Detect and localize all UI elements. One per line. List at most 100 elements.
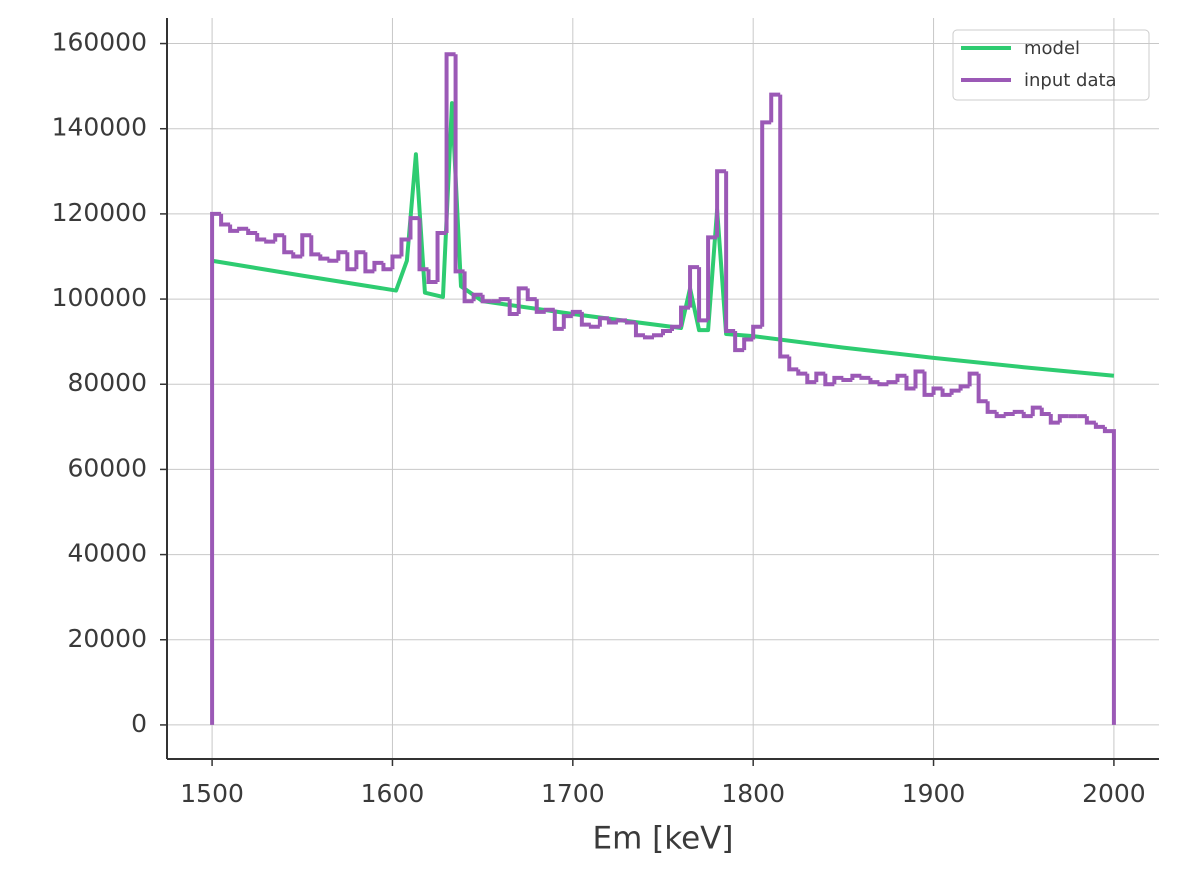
histogram-step	[868, 377, 880, 385]
histogram-step	[597, 316, 609, 327]
histogram-step	[1003, 412, 1015, 417]
y-tick-label: 0	[131, 709, 147, 738]
histogram-step	[778, 94, 790, 359]
histogram-step	[579, 311, 591, 327]
histogram-step	[219, 213, 231, 227]
histogram-step	[697, 267, 709, 323]
histogram-step	[913, 369, 925, 389]
histogram-step	[931, 386, 943, 395]
histogram-step	[480, 294, 492, 304]
histogram-step	[1039, 407, 1051, 417]
y-tick-label: 20000	[67, 624, 147, 653]
histogram-step	[336, 250, 348, 261]
histogram-step	[823, 373, 835, 387]
histogram-step	[507, 299, 519, 316]
histogram-step	[300, 233, 312, 257]
histogram-step	[624, 320, 636, 325]
histogram-step	[417, 218, 429, 272]
histogram-step	[1102, 426, 1116, 725]
x-tick-label: 1800	[721, 779, 785, 808]
histogram-step	[1012, 409, 1024, 415]
histogram-step	[832, 375, 844, 385]
legend-label: input data	[1024, 70, 1117, 91]
histogram-step	[408, 216, 420, 240]
histogram-step	[633, 322, 645, 338]
y-tick-label: 60000	[67, 453, 147, 482]
histogram-step	[661, 329, 673, 336]
x-tick-label: 1600	[361, 779, 425, 808]
histogram-step	[525, 288, 537, 302]
histogram-step	[967, 371, 979, 387]
histogram-step	[363, 252, 375, 274]
histogram-step	[471, 292, 483, 302]
histogram-step	[588, 324, 600, 329]
histogram-step	[381, 262, 393, 272]
histogram-step	[1093, 422, 1105, 429]
histogram-step	[246, 228, 258, 236]
x-tick-label: 1700	[541, 779, 605, 808]
histogram-step	[994, 411, 1006, 419]
histogram-step	[453, 54, 465, 274]
histogram-step	[976, 373, 988, 404]
y-tick-label: 80000	[67, 368, 147, 397]
histogram-step	[561, 314, 573, 329]
histogram-step	[733, 331, 745, 353]
histogram-step	[273, 233, 285, 242]
y-tick-label: 40000	[67, 539, 147, 568]
y-tick-label: 140000	[52, 113, 147, 142]
histogram-step	[769, 92, 781, 123]
legend-label: model	[1024, 38, 1080, 59]
histogram-step	[1048, 414, 1060, 425]
histogram-step	[606, 318, 618, 325]
histogram-step	[688, 265, 700, 308]
histogram-step	[570, 309, 582, 317]
y-tick-label: 160000	[52, 28, 147, 57]
histogram-step	[724, 171, 736, 334]
x-tick-label: 1900	[902, 779, 966, 808]
histogram-step	[498, 297, 510, 302]
histogram-step	[516, 286, 528, 314]
histogram-step	[787, 356, 799, 372]
histogram-step	[715, 169, 727, 238]
histogram-step	[940, 388, 952, 397]
histogram-step	[255, 233, 267, 242]
histogram-step	[805, 373, 817, 385]
x-axis-label: Em [keV]	[593, 821, 734, 857]
histogram-step	[706, 235, 718, 321]
histogram-step	[841, 377, 853, 382]
histogram-step	[426, 269, 438, 285]
histogram-step	[1084, 416, 1096, 425]
histogram-step	[742, 337, 754, 351]
histogram-step	[462, 271, 474, 304]
histogram-step	[264, 239, 276, 244]
histogram-step	[309, 235, 321, 257]
histogram-step	[291, 252, 303, 259]
histogram-step	[985, 401, 997, 414]
histogram-step	[552, 309, 564, 331]
histogram-step	[318, 254, 330, 261]
histogram-step	[327, 258, 339, 263]
histogram-step	[543, 307, 555, 312]
histogram-step	[814, 371, 826, 383]
histogram-step	[615, 318, 627, 323]
histogram-step	[282, 235, 294, 255]
histogram-step	[1057, 414, 1069, 423]
histogram-step	[1021, 411, 1033, 419]
histogram-step	[949, 388, 961, 395]
histogram-step	[877, 382, 889, 387]
histogram-step	[679, 305, 691, 327]
x-tick-label: 2000	[1082, 779, 1146, 808]
histogram-step	[237, 226, 249, 231]
histogram-step	[228, 224, 240, 233]
y-tick-label: 100000	[52, 283, 147, 312]
histogram-step	[390, 254, 402, 270]
histogram-step	[670, 324, 682, 332]
x-tick-label: 1500	[180, 779, 244, 808]
histogram-step	[859, 375, 871, 380]
histogram-step	[850, 373, 862, 380]
histogram-step	[372, 260, 384, 272]
histogram-step	[796, 369, 808, 376]
histogram-step	[210, 211, 222, 725]
histogram-step	[534, 299, 546, 314]
